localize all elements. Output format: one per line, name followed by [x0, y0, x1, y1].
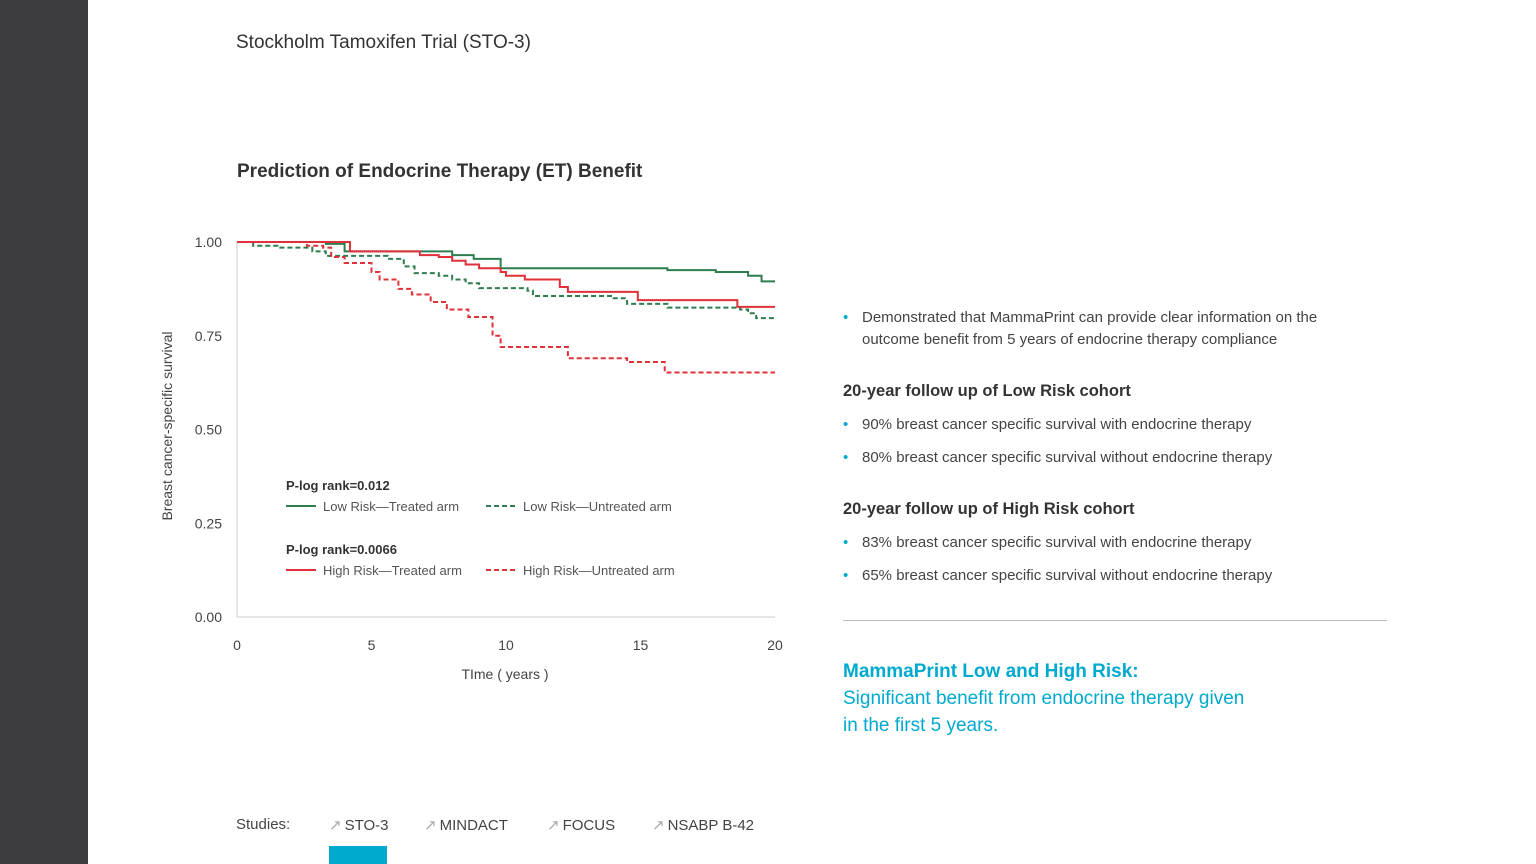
- y-axis-label: Breast cancer-specific survival: [159, 331, 175, 520]
- high-bullet-2: 65% breast cancer specific survival with…: [843, 565, 1272, 587]
- x-tick-label: 5: [368, 637, 376, 653]
- y-tick-label: 0.50: [195, 422, 222, 438]
- nav-label: MINDACT: [439, 817, 508, 834]
- bullet-text: outcome benefit from 5 years of endocrin…: [862, 331, 1278, 348]
- x-tick-label: 0: [233, 637, 241, 653]
- chart-title: Prediction of Endocrine Therapy (ET) Ben…: [237, 161, 643, 182]
- y-tick-label: 0.75: [195, 328, 222, 344]
- nav-label: FOCUS: [562, 817, 616, 834]
- nav-nsabp-b-42[interactable]: ↗ NSABP B-42: [652, 816, 754, 834]
- legend-label: Low Risk—Untreated arm: [523, 499, 672, 514]
- studies-label: Studies:: [236, 816, 291, 833]
- legend-label: Low Risk—Treated arm: [323, 499, 459, 514]
- bullet-text: Demonstrated that MammaPrint can provide…: [862, 309, 1318, 326]
- legend-label: High Risk—Untreated arm: [523, 563, 675, 578]
- km-curve-0: [237, 241, 775, 283]
- x-tick-label: 10: [498, 637, 514, 653]
- bullet-demonstrated: Demonstrated that MammaPrint can provide…: [843, 307, 1317, 351]
- high-bullet-1: 83% breast cancer specific survival with…: [843, 532, 1251, 554]
- arrow-up-right-icon: ↗: [547, 817, 560, 834]
- km-curve-2: [237, 241, 775, 308]
- low-risk-heading: 20-year follow up of Low Risk cohort: [843, 382, 1131, 400]
- nav-label: STO-3: [344, 817, 389, 834]
- arrow-up-right-icon: ↗: [424, 817, 437, 834]
- low-bullet-1: 90% breast cancer specific survival with…: [843, 414, 1251, 436]
- conclusion: MammaPrint Low and High Risk: Significan…: [843, 658, 1244, 739]
- nav-label: NSABP B-42: [667, 817, 755, 834]
- km-curve-1: [237, 241, 775, 320]
- conclusion-line-2: in the first 5 years.: [843, 715, 999, 736]
- arrow-up-right-icon: ↗: [652, 817, 665, 834]
- x-axis-label: TIme ( years ): [461, 666, 548, 682]
- nav-mindact[interactable]: ↗ MINDACT: [424, 816, 508, 834]
- active-tab-indicator: [329, 846, 387, 864]
- high-risk-heading: 20-year follow up of High Risk cohort: [843, 500, 1135, 518]
- conclusion-line-1: Significant benefit from endocrine thera…: [843, 688, 1245, 709]
- low-risk-p-value: P-log rank=0.012: [286, 478, 390, 493]
- x-tick-label: 15: [633, 637, 649, 653]
- low-bullet-2: 80% breast cancer specific survival with…: [843, 447, 1272, 469]
- high-risk-p-value: P-log rank=0.0066: [286, 542, 397, 557]
- nav-sto-3[interactable]: ↗ STO-3: [329, 816, 388, 834]
- y-tick-label: 0.00: [195, 609, 222, 625]
- km-curve-3: [237, 241, 775, 374]
- y-tick-label: 0.25: [195, 515, 222, 531]
- arrow-up-right-icon: ↗: [329, 817, 342, 834]
- sidebar: [0, 0, 88, 864]
- conclusion-title: MammaPrint Low and High Risk:: [843, 661, 1139, 682]
- page-title: Stockholm Tamoxifen Trial (STO-3): [236, 32, 531, 53]
- x-tick-label: 20: [767, 637, 783, 653]
- legend-label: High Risk—Treated arm: [323, 563, 462, 578]
- divider: [843, 620, 1387, 621]
- nav-focus[interactable]: ↗ FOCUS: [547, 816, 615, 834]
- y-tick-label: 1.00: [195, 234, 222, 250]
